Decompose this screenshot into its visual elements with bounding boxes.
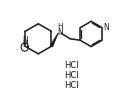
Polygon shape	[50, 33, 58, 47]
Text: N: N	[103, 23, 109, 32]
Text: HCl: HCl	[64, 71, 79, 80]
Text: N: N	[22, 36, 28, 45]
Text: N: N	[57, 29, 62, 37]
Text: H: H	[57, 23, 63, 29]
Text: HCl: HCl	[64, 61, 79, 70]
Text: H: H	[22, 40, 28, 49]
Text: HCl: HCl	[64, 81, 79, 90]
